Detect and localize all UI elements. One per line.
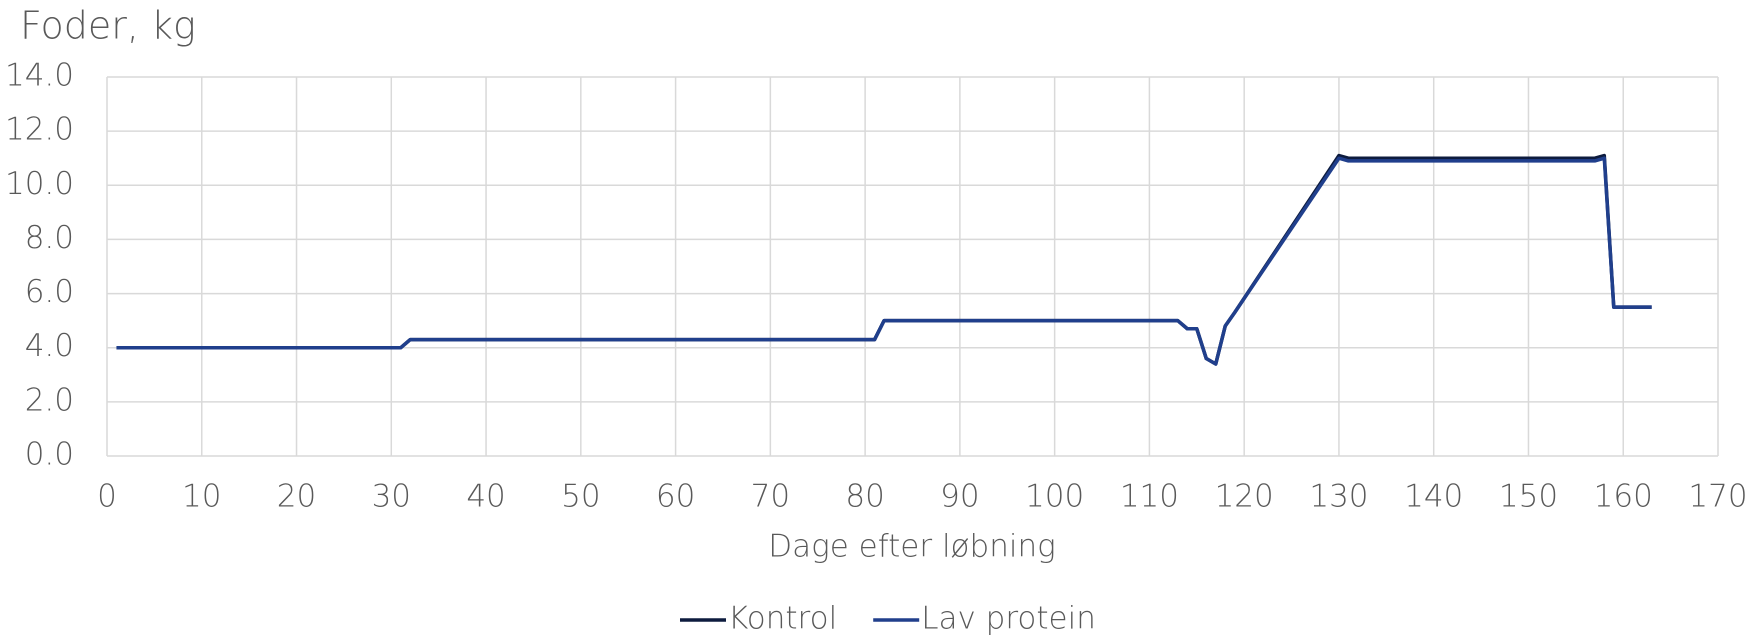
- y-tick-label: 4.0: [25, 328, 74, 364]
- x-tick-label: 80: [845, 479, 884, 515]
- y-tick-label: 14.0: [5, 58, 74, 94]
- x-tick-label: 50: [561, 479, 600, 515]
- x-tick-label: 40: [466, 479, 505, 515]
- x-tick-label: 20: [277, 479, 316, 515]
- x-axis-label: Dage efter løbning: [768, 529, 1055, 565]
- y-tick-label: 6.0: [25, 274, 74, 310]
- chart-title: Foder, kg: [20, 4, 196, 48]
- x-tick-label: 140: [1404, 479, 1463, 515]
- x-tick-label: 100: [1025, 479, 1084, 515]
- x-tick-label: 120: [1215, 479, 1274, 515]
- x-tick-label: 150: [1499, 479, 1558, 515]
- x-tick-label: 70: [751, 479, 790, 515]
- x-tick-label: 110: [1120, 479, 1179, 515]
- series-line: [116, 156, 1652, 366]
- x-tick-label: 170: [1688, 479, 1747, 515]
- y-tick-label: 10.0: [5, 166, 74, 202]
- y-tick-label: 2.0: [25, 382, 74, 418]
- x-tick-label: 90: [940, 479, 979, 515]
- y-tick-label: 12.0: [5, 112, 74, 148]
- x-tick-label: 10: [182, 479, 221, 515]
- x-tick-label: 60: [656, 479, 695, 515]
- x-tick-label: 30: [372, 479, 411, 515]
- y-tick-label: 0.0: [25, 437, 74, 473]
- x-tick-label: 0: [97, 479, 117, 515]
- legend-label: Lav protein: [921, 601, 1096, 637]
- x-tick-label: 160: [1594, 479, 1653, 515]
- y-tick-label: 8.0: [25, 220, 74, 256]
- legend-label: Kontrol: [728, 601, 837, 637]
- series-line: [116, 153, 1652, 366]
- x-tick-label: 130: [1309, 479, 1368, 515]
